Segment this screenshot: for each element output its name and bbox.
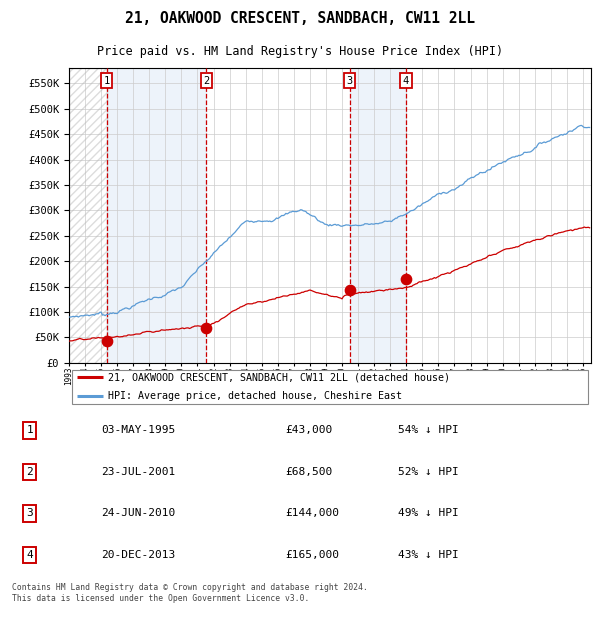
Text: 2: 2 <box>203 76 209 86</box>
Text: £144,000: £144,000 <box>285 508 339 518</box>
Bar <box>350 68 406 363</box>
Text: 20-DEC-2013: 20-DEC-2013 <box>101 550 175 560</box>
Point <box>401 274 410 284</box>
Text: 03-MAY-1995: 03-MAY-1995 <box>101 425 175 435</box>
Text: £68,500: £68,500 <box>285 467 332 477</box>
Text: £43,000: £43,000 <box>285 425 332 435</box>
Text: 4: 4 <box>403 76 409 86</box>
Text: 24-JUN-2010: 24-JUN-2010 <box>101 508 175 518</box>
Text: 3: 3 <box>26 508 33 518</box>
Text: 1: 1 <box>26 425 33 435</box>
Text: 43% ↓ HPI: 43% ↓ HPI <box>398 550 459 560</box>
Text: 52% ↓ HPI: 52% ↓ HPI <box>398 467 459 477</box>
Text: 21, OAKWOOD CRESCENT, SANDBACH, CW11 2LL: 21, OAKWOOD CRESCENT, SANDBACH, CW11 2LL <box>125 11 475 26</box>
Text: 3: 3 <box>347 76 353 86</box>
Point <box>202 323 211 333</box>
Text: 23-JUL-2001: 23-JUL-2001 <box>101 467 175 477</box>
Text: 21, OAKWOOD CRESCENT, SANDBACH, CW11 2LL (detached house): 21, OAKWOOD CRESCENT, SANDBACH, CW11 2LL… <box>108 372 450 383</box>
Bar <box>69 68 107 363</box>
Text: 54% ↓ HPI: 54% ↓ HPI <box>398 425 459 435</box>
Text: £165,000: £165,000 <box>285 550 339 560</box>
Text: Price paid vs. HM Land Registry's House Price Index (HPI): Price paid vs. HM Land Registry's House … <box>97 45 503 58</box>
FancyBboxPatch shape <box>71 370 589 404</box>
Text: 49% ↓ HPI: 49% ↓ HPI <box>398 508 459 518</box>
Bar <box>107 68 206 363</box>
Text: 1: 1 <box>103 76 110 86</box>
Bar <box>69 68 107 363</box>
Text: Contains HM Land Registry data © Crown copyright and database right 2024.
This d: Contains HM Land Registry data © Crown c… <box>12 583 368 603</box>
Text: HPI: Average price, detached house, Cheshire East: HPI: Average price, detached house, Ches… <box>108 391 402 402</box>
Text: 4: 4 <box>26 550 33 560</box>
Point <box>102 336 112 346</box>
Point <box>345 285 355 294</box>
Text: 2: 2 <box>26 467 33 477</box>
